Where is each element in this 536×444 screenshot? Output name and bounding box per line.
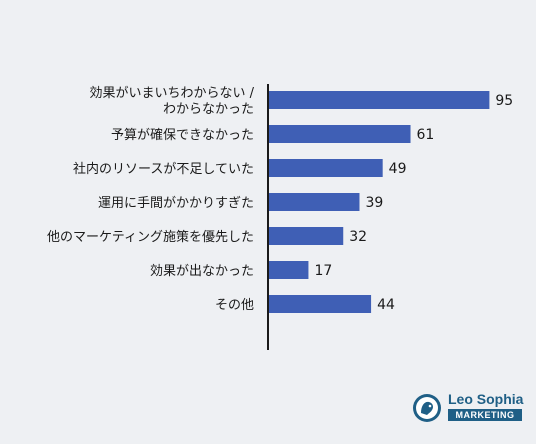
- bar-3: [269, 193, 360, 211]
- brand-logo-block: Leo Sophia MARKETING: [412, 390, 524, 424]
- bar-2: [269, 159, 383, 177]
- bars-group: 95 効果がいまいちわからない /わからなかった 61 予算が確保できなかった 49 社内…: [47, 86, 513, 313]
- category-label-2: 社内のリソースが不足していた: [73, 161, 254, 177]
- bar-5: [269, 261, 309, 279]
- value-label-4: 32: [349, 229, 367, 245]
- value-label-1: 61: [417, 127, 435, 143]
- bar-1: [269, 125, 411, 143]
- bar-0: [269, 91, 490, 109]
- value-label-2: 49: [389, 161, 407, 177]
- bar-6: [269, 295, 372, 313]
- value-label-6: 44: [377, 297, 395, 313]
- category-label-6: その他: [215, 298, 254, 313]
- category-label-4: 他のマーケティング施策を優先した: [47, 229, 254, 245]
- brand-name: Leo Sophia: [448, 391, 524, 407]
- brand-tag: MARKETING: [448, 409, 522, 421]
- category-label-1: 予算が確保できなかった: [111, 127, 254, 143]
- value-label-3: 39: [365, 195, 383, 211]
- lion-logo-icon: [413, 394, 441, 422]
- bar-4: [269, 227, 344, 245]
- category-label-0-line-0: 効果がいまいちわからない /: [89, 86, 254, 101]
- category-label-5: 効果が出なかった: [150, 264, 254, 279]
- category-label-3: 運用に手間がかかりすぎた: [98, 196, 254, 211]
- value-label-5: 17: [314, 263, 332, 279]
- value-label-0: 95: [495, 93, 513, 109]
- category-label-0-line-1: わからなかった: [163, 102, 254, 117]
